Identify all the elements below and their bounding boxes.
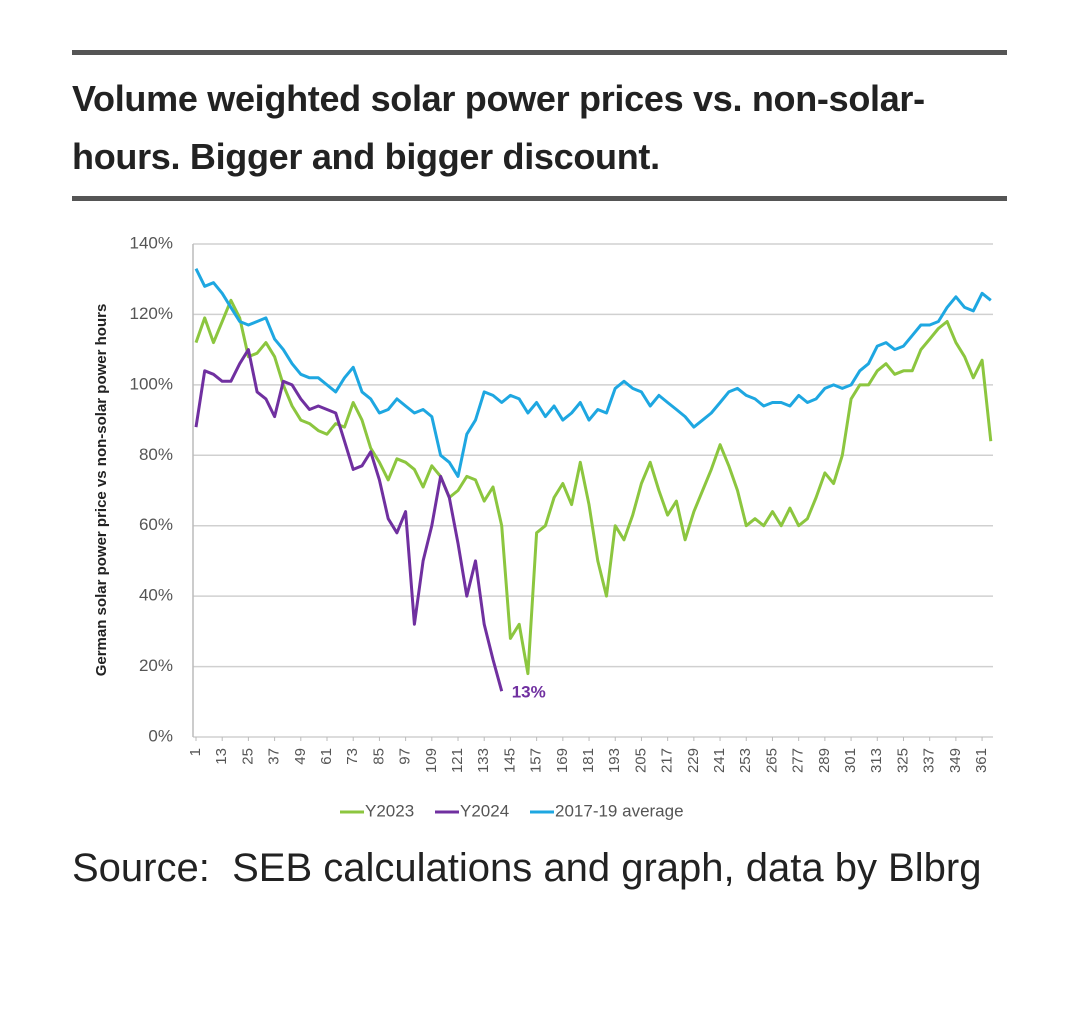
y-tick-label: 100% [130,374,173,393]
x-tick-label: 205 [632,748,649,773]
annotation: 13% [512,683,546,702]
y-tick-label: 0% [148,726,173,745]
x-tick-label: 61 [318,748,335,765]
x-tick-label: 241 [711,748,728,773]
x-tick-label: 109 [423,748,440,773]
y-tick-label: 140% [130,233,173,252]
x-tick-label: 37 [266,748,283,765]
legend-label: Y2023 [365,801,414,820]
x-tick-label: 361 [973,748,990,773]
y-tick-label: 120% [130,304,173,323]
x-tick-label: 49 [292,748,309,765]
x-tick-label: 277 [790,748,807,773]
x-tick-label: 1 [187,748,204,756]
x-tick-label: 349 [947,748,964,773]
chart: German solar power price vs non-solar po… [93,233,993,820]
x-tick-label: 229 [685,748,702,773]
x-tick-label: 265 [763,748,780,773]
x-tick-label: 157 [528,748,545,773]
x-tick-label: 73 [344,748,361,765]
bottom-rule [72,196,1007,201]
x-tick-label: 121 [449,748,466,773]
y-tick-label: 40% [139,586,173,605]
x-tick-label: 13 [213,748,230,765]
x-tick-label: 337 [921,748,938,773]
x-tick-label: 217 [659,748,676,773]
top-rule [72,50,1007,55]
x-tick-label: 97 [397,748,414,765]
y-tick-label: 60% [139,515,173,534]
y-tick-label: 80% [139,445,173,464]
legend-label: Y2024 [460,801,509,820]
series-line [194,268,992,478]
x-tick-label: 301 [842,748,859,773]
x-tick-label: 181 [580,748,597,773]
x-tick-label: 133 [475,748,492,773]
x-tick-label: 145 [501,748,518,773]
legend-label: 2017-19 average [555,801,684,820]
x-tick-label: 253 [737,748,754,773]
x-tick-label: 325 [894,748,911,773]
x-tick-label: 85 [370,748,387,765]
source: Source: SEB calculations and graph, data… [72,846,982,890]
series-line [194,298,993,676]
x-tick-label: 25 [239,748,256,765]
chart-title: Volume weighted solar power prices vs. n… [72,78,925,177]
series-line [194,348,504,692]
x-tick-label: 169 [554,748,571,773]
x-tick-label: 193 [606,748,623,773]
y-axis-label: German solar power price vs non-solar po… [93,304,110,677]
x-tick-label: 289 [816,748,833,773]
y-tick-label: 20% [139,656,173,675]
x-tick-label: 313 [868,748,885,773]
